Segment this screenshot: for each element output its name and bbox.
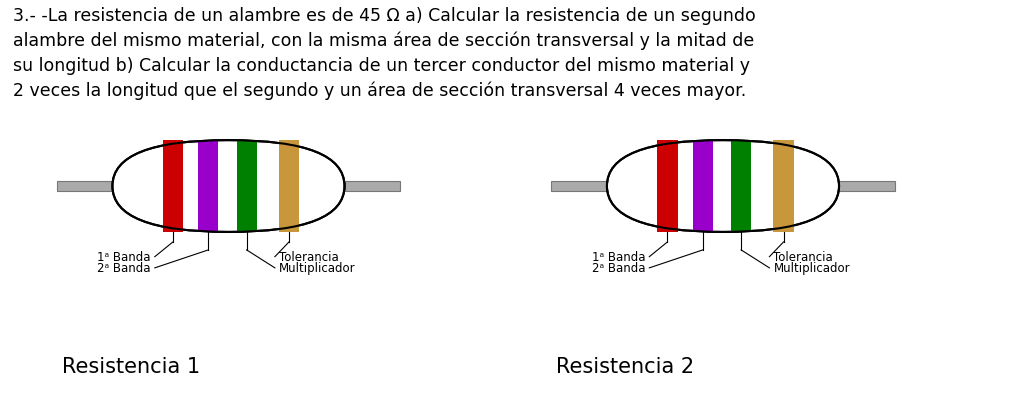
Bar (657, 141, 677, 232)
Text: Multiplicador: Multiplicador (279, 262, 355, 275)
Bar (163, 141, 183, 232)
Text: Resistencia 1: Resistencia 1 (62, 356, 200, 376)
Text: 2ᵃ Banda: 2ᵃ Banda (591, 262, 645, 275)
FancyBboxPatch shape (551, 182, 607, 192)
Text: 3.- -La resistencia de un alambre es de 45 Ω a) Calcular la resistencia de un se: 3.- -La resistencia de un alambre es de … (13, 7, 755, 99)
Text: Multiplicador: Multiplicador (772, 262, 849, 275)
Text: 1ᵃ Banda: 1ᵃ Banda (591, 251, 645, 263)
Bar (692, 141, 712, 232)
Bar (279, 141, 299, 232)
FancyBboxPatch shape (607, 141, 838, 232)
Text: 1ᵃ Banda: 1ᵃ Banda (97, 251, 151, 263)
FancyBboxPatch shape (112, 141, 344, 232)
Bar (198, 141, 218, 232)
FancyBboxPatch shape (57, 182, 112, 192)
Bar (772, 141, 793, 232)
Bar (237, 141, 257, 232)
Text: Tolerancia: Tolerancia (772, 251, 832, 263)
Text: Resistencia 2: Resistencia 2 (556, 356, 694, 376)
FancyBboxPatch shape (344, 182, 399, 192)
Text: Tolerancia: Tolerancia (279, 251, 339, 263)
Text: 2ᵃ Banda: 2ᵃ Banda (97, 262, 151, 275)
FancyBboxPatch shape (838, 182, 894, 192)
Bar (730, 141, 750, 232)
